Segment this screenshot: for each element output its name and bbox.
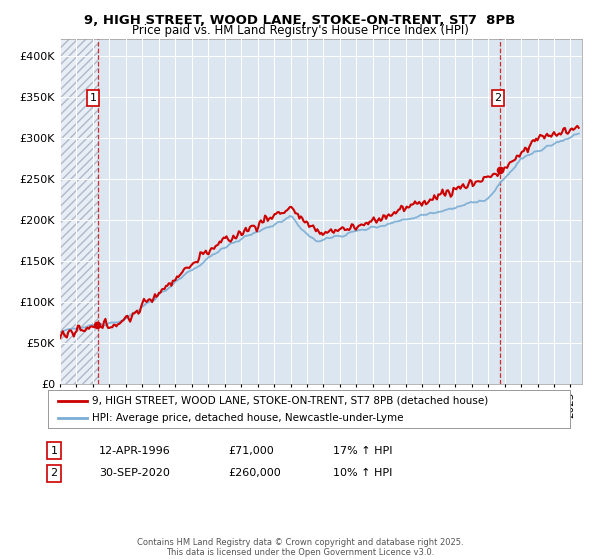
Point — [496, 166, 505, 175]
Text: Contains HM Land Registry data © Crown copyright and database right 2025.
This d: Contains HM Land Registry data © Crown c… — [137, 538, 463, 557]
Text: 1: 1 — [89, 94, 97, 103]
Text: 10% ↑ HPI: 10% ↑ HPI — [333, 468, 392, 478]
Text: HPI: Average price, detached house, Newcastle-under-Lyme: HPI: Average price, detached house, Newc… — [92, 413, 404, 423]
Text: 17% ↑ HPI: 17% ↑ HPI — [333, 446, 392, 456]
Text: 12-APR-1996: 12-APR-1996 — [99, 446, 171, 456]
Text: 1: 1 — [50, 446, 58, 456]
Text: £71,000: £71,000 — [228, 446, 274, 456]
Text: 9, HIGH STREET, WOOD LANE, STOKE-ON-TRENT, ST7  8PB: 9, HIGH STREET, WOOD LANE, STOKE-ON-TREN… — [85, 14, 515, 27]
Bar — [60, 39, 98, 384]
Text: 30-SEP-2020: 30-SEP-2020 — [99, 468, 170, 478]
Text: Price paid vs. HM Land Registry's House Price Index (HPI): Price paid vs. HM Land Registry's House … — [131, 24, 469, 37]
Point — [93, 321, 103, 330]
Text: 9, HIGH STREET, WOOD LANE, STOKE-ON-TRENT, ST7 8PB (detached house): 9, HIGH STREET, WOOD LANE, STOKE-ON-TREN… — [92, 396, 488, 406]
Text: 2: 2 — [494, 94, 502, 103]
Text: 2: 2 — [50, 468, 58, 478]
Text: £260,000: £260,000 — [228, 468, 281, 478]
